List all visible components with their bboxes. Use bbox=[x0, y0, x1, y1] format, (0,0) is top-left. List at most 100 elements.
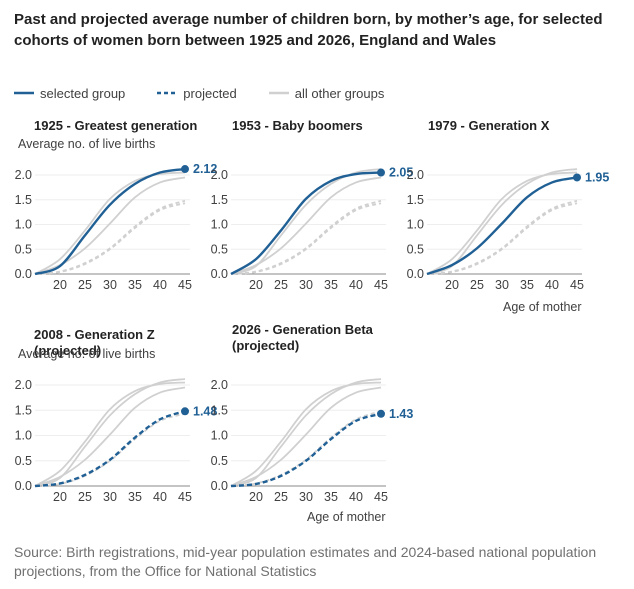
selected-cohort-line-1979 bbox=[426, 176, 578, 276]
panel-title: 1925 - Greatest generation bbox=[34, 118, 198, 133]
legend-label-projected: projected bbox=[183, 85, 237, 101]
other-cohort-line-2026 bbox=[230, 202, 382, 275]
end-point-marker bbox=[181, 407, 189, 416]
y-tick-label: 1.0 bbox=[15, 218, 32, 232]
x-tick-label: 30 bbox=[103, 278, 117, 292]
y-tick-label: 0.5 bbox=[211, 454, 228, 468]
other-cohort-line-1979 bbox=[230, 176, 382, 275]
panel-title: 2026 - Generation Beta (projected) bbox=[232, 322, 373, 353]
source-note: Source: Birth registrations, mid-year po… bbox=[14, 544, 597, 579]
x-tick-label: 20 bbox=[53, 490, 67, 504]
x-tick-label: 40 bbox=[153, 490, 167, 504]
other-cohort-line-2026 bbox=[34, 412, 186, 487]
other-cohort-line-1925 bbox=[230, 168, 382, 275]
panel-title: 1979 - Generation X bbox=[428, 118, 550, 133]
x-tick-label: 20 bbox=[53, 278, 67, 292]
end-point-marker bbox=[377, 168, 385, 177]
selected-cohort-line-1953 bbox=[230, 171, 382, 276]
y-tick-label: 1.5 bbox=[407, 193, 424, 207]
y-tick-label: 2.0 bbox=[211, 168, 228, 182]
end-point-marker bbox=[377, 409, 385, 418]
other-cohort-line-1953 bbox=[230, 381, 382, 487]
y-tick-label: 2.0 bbox=[15, 168, 32, 182]
legend-label-others: all other groups bbox=[294, 85, 385, 101]
x-tick-label: 40 bbox=[349, 490, 363, 504]
x-tick-label: 35 bbox=[128, 278, 142, 292]
x-tick-label: 35 bbox=[324, 278, 338, 292]
x-tick-label: 45 bbox=[178, 490, 192, 504]
x-tick-label: 20 bbox=[249, 278, 263, 292]
x-tick-label: 45 bbox=[374, 278, 388, 292]
legend-item-others: all other groups bbox=[268, 85, 385, 101]
y-tick-label: 1.5 bbox=[15, 193, 32, 207]
panel-title: 2008 - Generation Z (projected) bbox=[34, 327, 155, 358]
y-axis-label: Average no. of live births bbox=[18, 347, 156, 361]
y-tick-label: 1.0 bbox=[211, 218, 228, 232]
y-tick-label: 1.0 bbox=[211, 429, 228, 443]
y-axis-label: Average no. of live births bbox=[18, 137, 156, 151]
y-tick-label: 0.0 bbox=[211, 479, 228, 493]
other-cohort-line-1953 bbox=[34, 381, 186, 487]
x-tick-label: 45 bbox=[178, 278, 192, 292]
x-tick-label: 25 bbox=[78, 490, 92, 504]
y-tick-label: 0.5 bbox=[15, 454, 32, 468]
legend-solid-line-swatch bbox=[14, 91, 34, 95]
legend-label-selected: selected group bbox=[40, 85, 126, 101]
other-cohort-line-1925 bbox=[34, 378, 186, 487]
end-point-marker bbox=[573, 173, 581, 182]
end-value-label: 2.05 bbox=[389, 166, 413, 180]
end-value-label: 1.95 bbox=[585, 170, 609, 184]
y-tick-label: 0.0 bbox=[15, 479, 32, 493]
panel-5: 0.0 0.5 1.0 1.5 2.0 20 25 30 35 40 45 1.43 bbox=[211, 378, 414, 504]
x-tick-label: 30 bbox=[299, 278, 313, 292]
x-tick-label: 30 bbox=[299, 490, 313, 504]
y-tick-label: 2.0 bbox=[211, 378, 228, 392]
y-tick-label: 0.5 bbox=[407, 242, 424, 256]
y-tick-label: 0.5 bbox=[15, 242, 32, 256]
y-tick-label: 1.5 bbox=[15, 403, 32, 417]
x-tick-label: 45 bbox=[570, 278, 584, 292]
x-tick-label: 40 bbox=[349, 278, 363, 292]
end-point-marker bbox=[181, 165, 189, 174]
x-tick-label: 25 bbox=[274, 490, 288, 504]
other-cohort-line-2026 bbox=[426, 202, 578, 275]
end-value-label: 1.43 bbox=[389, 407, 413, 421]
x-tick-label: 40 bbox=[545, 278, 559, 292]
x-tick-label: 35 bbox=[324, 490, 338, 504]
other-cohort-line-1925 bbox=[426, 168, 578, 275]
other-cohort-line-1925 bbox=[230, 378, 382, 487]
x-tick-label: 25 bbox=[470, 278, 484, 292]
other-cohort-line-2008 bbox=[230, 199, 382, 275]
panel-1: 0.0 0.5 1.0 1.5 2.0 20 25 30 35 40 45 2.12 bbox=[15, 162, 218, 292]
y-tick-label: 1.5 bbox=[211, 403, 228, 417]
legend-dashed-line-swatch bbox=[157, 91, 178, 95]
other-cohort-line-2008 bbox=[34, 199, 186, 275]
y-tick-label: 1.0 bbox=[15, 429, 32, 443]
other-cohort-line-1979 bbox=[230, 386, 382, 487]
y-tick-label: 0.5 bbox=[211, 242, 228, 256]
panel-4: 0.0 0.5 1.0 1.5 2.0 20 25 30 35 40 45 1.48 bbox=[15, 378, 218, 504]
panel-3: 0.0 0.5 1.0 1.5 2.0 20 25 30 35 40 45 1.95 bbox=[407, 168, 610, 292]
selected-cohort-line-2008 bbox=[34, 410, 186, 488]
x-axis-label: Age of mother bbox=[503, 300, 582, 314]
x-tick-label: 35 bbox=[520, 278, 534, 292]
x-tick-label: 30 bbox=[103, 490, 117, 504]
other-cohort-line-2008 bbox=[230, 410, 382, 487]
x-tick-label: 40 bbox=[153, 278, 167, 292]
selected-cohort-line-1925 bbox=[34, 167, 186, 276]
y-tick-label: 1.0 bbox=[407, 218, 424, 232]
x-tick-label: 25 bbox=[78, 278, 92, 292]
legend-item-selected: selected group bbox=[14, 86, 125, 101]
other-cohort-line-1953 bbox=[426, 171, 578, 275]
panel-2: 0.0 0.5 1.0 1.5 2.0 20 25 30 35 40 45 2.05 bbox=[211, 166, 414, 292]
selected-cohort-line-2026 bbox=[230, 412, 382, 488]
x-tick-label: 35 bbox=[128, 490, 142, 504]
x-tick-label: 30 bbox=[495, 278, 509, 292]
chart-title: Past and projected average number of chi… bbox=[14, 11, 603, 49]
panel-title: 1953 - Baby boomers bbox=[232, 118, 363, 133]
x-tick-label: 20 bbox=[249, 490, 263, 504]
other-cohort-line-1979 bbox=[34, 176, 186, 275]
legend-item-projected: projected bbox=[157, 85, 237, 101]
y-tick-label: 1.5 bbox=[211, 193, 228, 207]
